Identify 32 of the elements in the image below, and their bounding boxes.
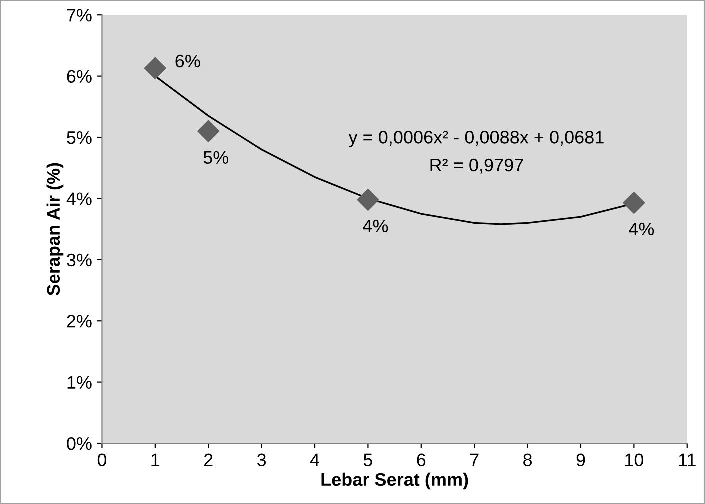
point	[198, 120, 220, 142]
y-tick-label: 3%	[67, 254, 92, 267]
y-tick-label: 2%	[67, 315, 92, 328]
x-tick-label: 7	[470, 454, 479, 466]
annotation: R² = 0,9797	[430, 158, 524, 174]
point	[623, 192, 646, 214]
y-tick-label: 0%	[67, 437, 92, 450]
x-tick-label: 10	[626, 454, 644, 467]
y-tick-label: 7%	[67, 9, 92, 22]
x-tick-label: 8	[524, 454, 532, 467]
point	[357, 188, 380, 211]
data-label: 5%	[204, 151, 229, 164]
data-label: 6%	[176, 54, 200, 68]
x-tick-label: 3	[257, 454, 266, 467]
x-axis-title: Lebar Serat (mm)	[322, 472, 468, 490]
x-tick-label: 11	[679, 454, 696, 466]
x-tick-label: 0	[98, 454, 107, 467]
x-tick-label: 9	[576, 454, 586, 467]
y-tick-label: 4%	[66, 192, 92, 206]
x-tick-label: 1	[152, 454, 160, 466]
x-tick-label: 4	[310, 454, 320, 466]
y-tick-label: 6%	[67, 70, 92, 84]
point	[144, 57, 166, 80]
data-label: 4%	[629, 222, 654, 236]
y-axis-title: Serapan Air (%)	[46, 163, 64, 296]
x-tick-label: 6	[417, 454, 426, 467]
x-tick-label: 5	[364, 454, 372, 467]
y-tick-label: 5%	[67, 132, 92, 144]
data-label: 4%	[363, 220, 388, 232]
x-tick-label: 2	[204, 454, 213, 466]
y-tick-label: 1%	[68, 376, 92, 389]
annotation: y = 0,0006x² - 0,0088x + 0,0681	[348, 131, 604, 148]
